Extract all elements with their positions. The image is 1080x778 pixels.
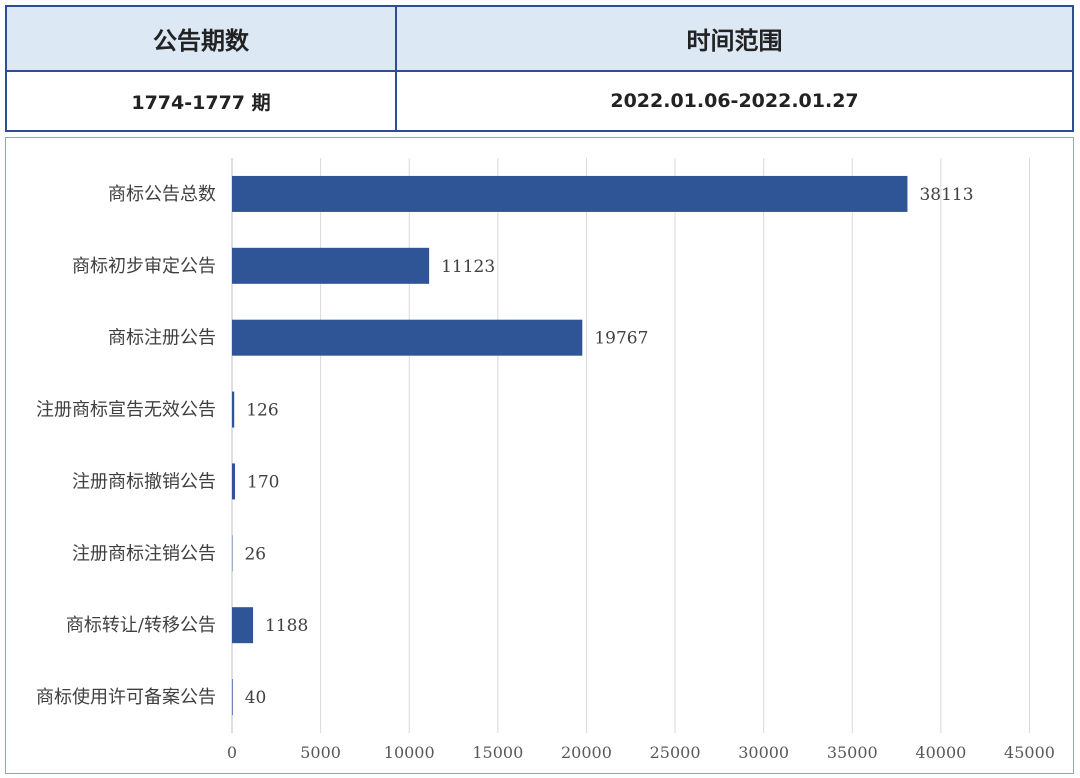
x-tick-label: 30000 <box>738 743 789 762</box>
bar <box>232 679 233 716</box>
x-tick-label: 25000 <box>650 743 701 762</box>
data-label: 40 <box>245 688 267 708</box>
bar <box>232 175 908 212</box>
date-range-header: 时间范围 <box>395 7 1072 72</box>
data-label: 1188 <box>265 616 308 636</box>
bar <box>232 319 583 356</box>
x-tick-label: 45000 <box>1004 743 1055 762</box>
x-tick-label: 35000 <box>827 743 878 762</box>
data-label: 11123 <box>441 257 495 277</box>
period-header: 公告期数 <box>7 7 395 72</box>
period-value: 1774-1777 期 <box>7 72 395 130</box>
summary-table: 公告期数 时间范围 1774-1777 期 2022.01.06-2022.01… <box>5 5 1074 132</box>
bar <box>232 607 254 644</box>
x-tick-label: 0 <box>227 743 237 762</box>
bar-chart: 0 5000 10000 15000 20000 25000 30000 35000 40000… <box>36 158 1055 762</box>
x-tick-label: 10000 <box>384 743 435 762</box>
category-label: 注册商标注销公告 <box>72 543 216 564</box>
data-label: 19767 <box>594 329 648 349</box>
bar <box>232 391 235 428</box>
x-tick-label: 20000 <box>561 743 612 762</box>
data-label: 170 <box>247 472 279 492</box>
category-label: 注册商标宣告无效公告 <box>36 400 216 421</box>
x-tick-label: 40000 <box>915 743 966 762</box>
x-tick-label: 15000 <box>472 743 523 762</box>
data-label: 126 <box>246 401 278 421</box>
category-label: 商标注册公告 <box>108 328 216 349</box>
date-range-value: 2022.01.06-2022.01.27 <box>395 72 1072 130</box>
x-tick-label: 5000 <box>300 743 341 762</box>
category-label: 商标公告总数 <box>108 184 216 205</box>
bar <box>232 463 236 500</box>
bar <box>232 247 430 284</box>
category-label: 商标使用许可备案公告 <box>36 687 216 708</box>
category-label: 商标转让/转移公告 <box>66 615 216 636</box>
chart-container: 0 5000 10000 15000 20000 25000 30000 35000 40000… <box>5 137 1074 774</box>
category-label: 商标初步审定公告 <box>72 256 216 277</box>
data-label: 26 <box>244 544 266 564</box>
category-label: 注册商标撤销公告 <box>72 471 216 492</box>
data-label: 38113 <box>919 185 973 205</box>
